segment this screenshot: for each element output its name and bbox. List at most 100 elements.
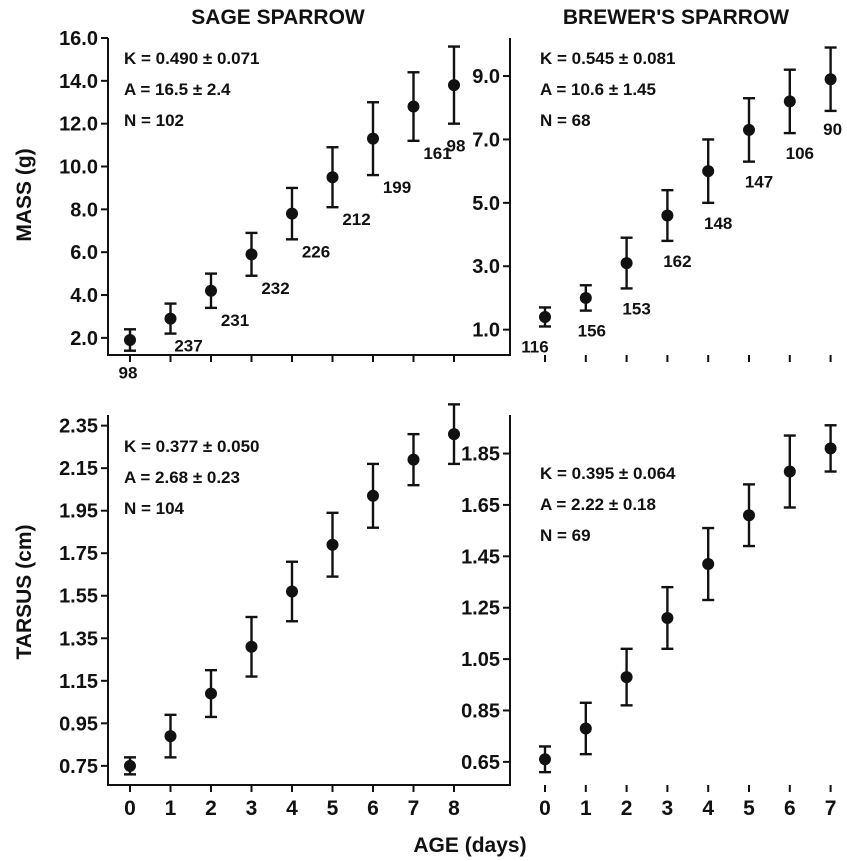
stat-line: N = 68 bbox=[540, 111, 591, 130]
data-point bbox=[164, 312, 177, 325]
data-point bbox=[286, 207, 298, 220]
y-tick-label: 2.0 bbox=[70, 328, 98, 350]
xlabel-age: AGE (days) bbox=[413, 834, 526, 857]
panel-brewer-tarsus: 0.65 0.85 1.05 1.25 1.45 1.65 1.85 0 1 2 3 4 5 6 7 K = … bbox=[461, 415, 837, 820]
sample-size-label: 106 bbox=[786, 144, 814, 163]
data-point bbox=[620, 257, 633, 270]
y-tick-label: 5.0 bbox=[472, 193, 500, 215]
data-point bbox=[448, 79, 460, 92]
data-point bbox=[783, 465, 796, 478]
sample-size-label: 232 bbox=[261, 279, 289, 298]
title-sage-sparrow: SAGE SPARROW bbox=[191, 6, 365, 29]
x-tick-label: 3 bbox=[246, 797, 258, 820]
sample-size-label: 226 bbox=[302, 242, 330, 261]
sample-size-label: 147 bbox=[745, 173, 773, 192]
x-tick-label: 5 bbox=[743, 797, 755, 820]
data-point bbox=[824, 442, 837, 455]
data-point bbox=[245, 640, 258, 653]
y-tick-label: 16.0 bbox=[59, 28, 98, 50]
y-tick-label: 1.05 bbox=[461, 649, 500, 671]
stat-line: K = 0.490 ± 0.071 bbox=[124, 49, 260, 68]
stat-line: K = 0.395 ± 0.064 bbox=[540, 464, 676, 483]
y-tick-label: 3.0 bbox=[472, 256, 500, 278]
sample-size-label: 162 bbox=[663, 252, 691, 271]
data-point bbox=[326, 538, 339, 551]
y-tick-label: 0.65 bbox=[461, 752, 500, 774]
sample-size-label: 156 bbox=[578, 322, 606, 341]
data-point bbox=[743, 123, 755, 136]
data-point bbox=[245, 248, 258, 261]
y-tick-label: 1.25 bbox=[461, 598, 500, 620]
x-tick-label: 7 bbox=[408, 797, 420, 820]
data-point bbox=[448, 428, 460, 441]
data-point bbox=[205, 687, 217, 700]
data-point bbox=[326, 171, 339, 184]
x-tick-label: 8 bbox=[448, 797, 460, 820]
ylabel-tarsus: TARSUS (cm) bbox=[13, 525, 36, 660]
data-point bbox=[579, 291, 592, 304]
stat-line: K = 0.377 ± 0.050 bbox=[124, 437, 260, 456]
panel-sage-tarsus: 0.75 0.95 1.15 1.35 1.55 1.75 1.95 2.15 2.35 0 1 2 3… bbox=[59, 403, 462, 820]
data-point bbox=[661, 611, 674, 624]
stat-line: A = 10.6 ± 1.45 bbox=[540, 80, 656, 99]
stat-line: N = 104 bbox=[124, 499, 185, 518]
data-point bbox=[407, 100, 420, 113]
data-point bbox=[620, 671, 633, 684]
sample-size-label: 199 bbox=[383, 178, 411, 197]
sample-size-label: 231 bbox=[221, 311, 249, 330]
x-tick-label: 2 bbox=[621, 797, 633, 820]
data-point bbox=[367, 489, 379, 502]
y-tick-label: 4.0 bbox=[70, 285, 98, 307]
x-tick-label: 3 bbox=[662, 797, 674, 820]
data-point bbox=[124, 334, 136, 347]
y-tick-label: 2.35 bbox=[59, 416, 98, 438]
data-point bbox=[824, 73, 837, 86]
x-tick-label: 7 bbox=[825, 797, 837, 820]
y-tick-label: 0.75 bbox=[59, 756, 98, 778]
sample-size-label: 90 bbox=[823, 120, 842, 139]
y-tick-label: 6.0 bbox=[70, 242, 98, 264]
y-tick-label: 1.95 bbox=[59, 501, 98, 523]
data-point bbox=[205, 284, 217, 297]
data-point bbox=[579, 722, 592, 735]
data-point bbox=[286, 585, 298, 598]
y-tick-label: 0.85 bbox=[461, 700, 500, 722]
x-tick-label: 6 bbox=[367, 797, 379, 820]
sample-size-label: 212 bbox=[342, 210, 370, 229]
y-tick-label: 1.55 bbox=[59, 586, 98, 608]
data-point bbox=[702, 165, 715, 178]
data-point bbox=[783, 95, 796, 108]
data-point bbox=[539, 310, 551, 323]
stat-line: K = 0.545 ± 0.081 bbox=[540, 49, 676, 68]
y-tick-label: 8.0 bbox=[70, 199, 98, 221]
y-tick-label: 12.0 bbox=[59, 114, 98, 136]
y-tick-label: 1.85 bbox=[461, 444, 500, 466]
y-tick-label: 14.0 bbox=[59, 71, 98, 93]
data-point bbox=[367, 132, 379, 145]
sample-size-label: 116 bbox=[521, 337, 548, 356]
y-tick-label: 1.65 bbox=[461, 495, 500, 517]
x-tick-label: 0 bbox=[124, 797, 136, 820]
x-tick-label: 4 bbox=[286, 797, 298, 820]
data-point bbox=[539, 753, 551, 766]
stat-line: A = 2.68 ± 0.23 bbox=[124, 468, 240, 487]
sample-size-label: 98 bbox=[447, 137, 466, 156]
stat-line: N = 102 bbox=[124, 111, 184, 130]
y-tick-label: 2.15 bbox=[59, 458, 98, 480]
y-tick-label: 1.35 bbox=[59, 628, 98, 650]
panel-brewer-mass: 1.0 3.0 5.0 7.0 9.0 116 156 153 162 148 147 106 90 K … bbox=[355, 38, 842, 362]
y-tick-label: 1.75 bbox=[59, 543, 98, 565]
sample-size-label: 161 bbox=[423, 144, 451, 163]
y-tick-label: 1.15 bbox=[59, 671, 98, 693]
axis-frame bbox=[107, 38, 355, 356]
x-tick-label: 4 bbox=[702, 797, 714, 820]
x-tick-label: 2 bbox=[205, 797, 217, 820]
data-point bbox=[661, 209, 674, 222]
sample-size-label: 148 bbox=[704, 214, 732, 233]
axis-frame bbox=[355, 38, 511, 356]
sample-size-label: 98 bbox=[119, 364, 138, 383]
stat-line: N = 69 bbox=[540, 526, 591, 545]
stat-line: A = 2.22 ± 0.18 bbox=[540, 495, 656, 514]
sample-size-label: 153 bbox=[622, 299, 650, 318]
title-brewers-sparrow: BREWER'S SPARROW bbox=[563, 6, 789, 29]
